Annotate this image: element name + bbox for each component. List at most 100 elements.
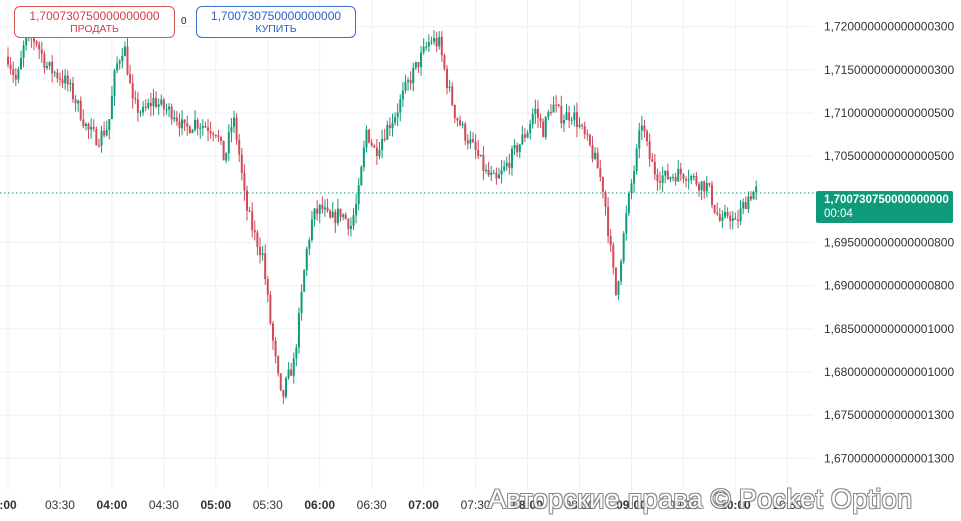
candle-body — [578, 124, 581, 127]
candle-body — [25, 34, 28, 46]
candle-body — [542, 121, 545, 138]
candle-body — [422, 46, 425, 53]
candle-up — [664, 170, 667, 184]
candle-body — [258, 247, 261, 256]
candle-body — [736, 219, 739, 222]
candle-body — [251, 211, 254, 231]
candle-down — [38, 41, 41, 60]
candle-down — [464, 121, 467, 145]
candle-body — [726, 211, 729, 216]
candle-up — [427, 34, 430, 53]
candle-body — [464, 123, 467, 141]
x-tick-label: 07:30 — [461, 498, 491, 512]
candle-body — [43, 53, 46, 68]
candle-body — [207, 127, 210, 132]
candle-body — [692, 176, 695, 178]
candle-body — [388, 125, 391, 129]
candle-body — [188, 126, 191, 134]
candle-down — [316, 200, 319, 221]
candle-up — [479, 154, 482, 158]
candle-body — [497, 174, 500, 179]
candle-down — [435, 31, 438, 53]
candle-down — [682, 173, 685, 184]
candle-body — [690, 176, 693, 180]
candle-body — [233, 117, 236, 127]
candle-body — [487, 169, 490, 176]
candle-up — [687, 169, 690, 190]
candle-body — [529, 124, 532, 134]
candle-body — [653, 161, 656, 175]
candle-down — [217, 129, 220, 142]
candle-body — [9, 64, 12, 70]
candle-down — [716, 202, 719, 216]
candle-body — [672, 176, 675, 178]
candle-body — [739, 208, 742, 222]
candle-down — [329, 209, 332, 219]
candle-body — [443, 55, 446, 69]
candle-down — [188, 125, 191, 134]
sell-button[interactable]: 1,700730750000000000 ПРОДАТЬ — [14, 6, 175, 38]
candle-body — [414, 62, 417, 68]
candle-up — [100, 125, 103, 153]
candle-body — [700, 181, 703, 191]
candle-body — [659, 181, 662, 183]
candle-body — [687, 179, 690, 181]
candle-down — [685, 176, 688, 188]
candle-body — [635, 148, 638, 172]
candle-down — [282, 389, 285, 404]
candle-up — [336, 198, 339, 227]
candle-body — [152, 97, 155, 107]
candle-down — [222, 140, 225, 161]
candle-body — [718, 214, 721, 221]
candle-up — [233, 110, 236, 133]
candle-down — [214, 134, 217, 139]
candle-up — [573, 105, 576, 127]
candle-body — [656, 174, 659, 182]
candle-down — [256, 229, 259, 256]
candle-body — [391, 122, 394, 129]
x-tick-label: 05:00 — [200, 498, 231, 512]
candle-body — [560, 105, 563, 124]
candle-body — [347, 219, 350, 230]
candle-body — [53, 72, 56, 74]
candle-down — [588, 133, 591, 147]
candle-body — [731, 218, 734, 221]
candle-body — [196, 119, 199, 129]
candle-up — [349, 217, 352, 237]
candle-down — [290, 362, 293, 377]
candle-up — [191, 128, 194, 134]
buy-button[interactable]: 1,700730750000000000 КУПИТЬ — [196, 6, 356, 38]
candle-body — [482, 154, 485, 172]
candle-up — [531, 108, 534, 129]
candle-body — [640, 125, 643, 131]
candle-up — [692, 173, 695, 181]
candle-body — [755, 186, 758, 192]
candle-body — [586, 134, 589, 136]
candle-body — [74, 99, 77, 104]
candle-down — [207, 119, 210, 142]
candle-body — [412, 67, 415, 84]
candle-body — [256, 232, 259, 248]
candle-body — [518, 144, 521, 153]
candle-body — [19, 57, 22, 70]
candle-up — [594, 147, 597, 161]
candle-body — [316, 208, 319, 214]
candle-body — [326, 207, 329, 211]
candle-up — [640, 115, 643, 141]
x-tick-label: 05:30 — [253, 498, 283, 512]
candle-down — [35, 39, 38, 48]
x-tick-label: 09:30 — [668, 498, 698, 512]
candle-up — [19, 50, 22, 70]
candle-up — [635, 144, 638, 175]
candle-body — [90, 127, 93, 130]
candle-down — [711, 181, 714, 209]
candle-down — [656, 168, 659, 191]
candle-up — [227, 124, 230, 162]
candle-up — [323, 199, 326, 217]
candle-up — [295, 344, 298, 366]
candle-up — [625, 205, 628, 241]
candle-up — [425, 41, 428, 51]
candle-body — [222, 140, 225, 161]
